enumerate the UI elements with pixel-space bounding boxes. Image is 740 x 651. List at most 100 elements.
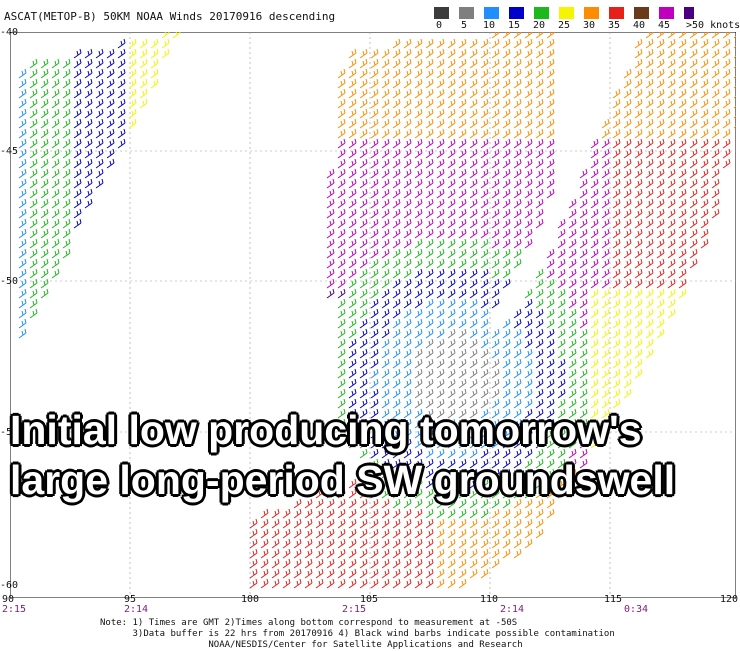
wind-barb — [524, 398, 533, 409]
wind-barb — [106, 98, 115, 109]
wind-barb — [414, 138, 423, 149]
wind-barb — [491, 528, 500, 539]
wind-barb — [425, 218, 434, 229]
wind-barb — [337, 388, 346, 399]
wind-barb — [381, 498, 390, 509]
wind-barb — [249, 568, 258, 579]
wind-barb — [29, 58, 38, 69]
wind-barb — [51, 248, 60, 259]
wind-barb — [150, 58, 159, 69]
wind-barb — [524, 338, 533, 349]
wind-barb — [469, 208, 478, 219]
wind-barb — [425, 388, 434, 399]
wind-barb — [425, 298, 434, 309]
wind-barb — [436, 88, 445, 99]
wind-barb — [62, 118, 71, 129]
wind-barb — [359, 538, 368, 549]
wind-barb — [425, 558, 434, 569]
wind-barb — [579, 408, 588, 419]
wind-barb — [370, 468, 379, 479]
wind-barb — [491, 218, 500, 229]
wind-barb — [370, 478, 379, 489]
wind-barb — [546, 118, 555, 129]
wind-barb — [689, 178, 698, 189]
wind-barb — [667, 258, 676, 269]
wind-barb — [337, 138, 346, 149]
wind-barb — [667, 298, 676, 309]
wind-barb — [337, 108, 346, 119]
wind-barb — [337, 528, 346, 539]
wind-barb — [667, 278, 676, 289]
wind-barb — [425, 98, 434, 109]
wind-barb — [117, 68, 126, 79]
wind-barb — [337, 488, 346, 499]
wind-barb — [359, 498, 368, 509]
wind-barb — [348, 108, 357, 119]
wind-barb — [62, 178, 71, 189]
wind-barb — [678, 278, 687, 289]
wind-barb — [348, 288, 357, 299]
wind-barb — [480, 148, 489, 159]
wind-barb — [337, 358, 346, 369]
wind-barb — [678, 218, 687, 229]
wind-barb — [634, 188, 643, 199]
wind-barb — [381, 218, 390, 229]
wind-barb — [524, 518, 533, 529]
wind-barb — [447, 208, 456, 219]
wind-barb — [502, 388, 511, 399]
wind-barb — [40, 148, 49, 159]
wind-barb — [667, 148, 676, 159]
wind-barb — [348, 508, 357, 519]
wind-barb — [326, 538, 335, 549]
wind-barb — [337, 578, 346, 589]
wind-barb — [425, 548, 434, 559]
wind-barb — [634, 68, 643, 79]
wind-barb — [557, 448, 566, 459]
wind-barb — [678, 178, 687, 189]
wind-barb — [678, 268, 687, 279]
scale-label: 5 — [461, 20, 468, 31]
wind-barb — [403, 208, 412, 219]
wind-barb — [403, 58, 412, 69]
wind-barb — [667, 158, 676, 169]
wind-barb — [711, 198, 720, 209]
wind-barb — [381, 158, 390, 169]
wind-barb — [601, 408, 610, 419]
wind-barb — [502, 248, 511, 259]
wind-barb — [535, 488, 544, 499]
wind-barb — [348, 58, 357, 69]
wind-barb — [271, 508, 280, 519]
wind-barb — [601, 168, 610, 179]
wind-barb — [733, 115, 736, 119]
wind-barb — [458, 198, 467, 209]
wind-barb — [546, 178, 555, 189]
wind-barb — [502, 318, 511, 329]
wind-barb — [403, 458, 412, 469]
wind-barb — [425, 368, 434, 379]
wind-barb — [447, 518, 456, 529]
wind-barb — [524, 108, 533, 119]
wind-barb — [480, 38, 489, 49]
wind-barb — [590, 168, 599, 179]
wind-barb — [469, 548, 478, 559]
wind-barb — [425, 128, 434, 139]
wind-barb — [480, 288, 489, 299]
wind-barb — [513, 348, 522, 359]
wind-barb — [458, 218, 467, 229]
wind-barb — [381, 478, 390, 489]
wind-barb — [733, 105, 736, 109]
wind-barb — [458, 228, 467, 239]
wind-barb — [557, 428, 566, 439]
wind-barb — [381, 78, 390, 89]
wind-barb — [546, 498, 555, 509]
wind-barb — [458, 348, 467, 359]
wind-barb — [524, 448, 533, 459]
wind-barb — [469, 288, 478, 299]
wind-barb — [392, 568, 401, 579]
wind-barb — [403, 568, 412, 579]
wind-barb — [469, 188, 478, 199]
wind-barb — [447, 438, 456, 449]
wind-barb — [359, 388, 368, 399]
wind-barb — [414, 548, 423, 559]
wind-barb — [128, 58, 137, 69]
